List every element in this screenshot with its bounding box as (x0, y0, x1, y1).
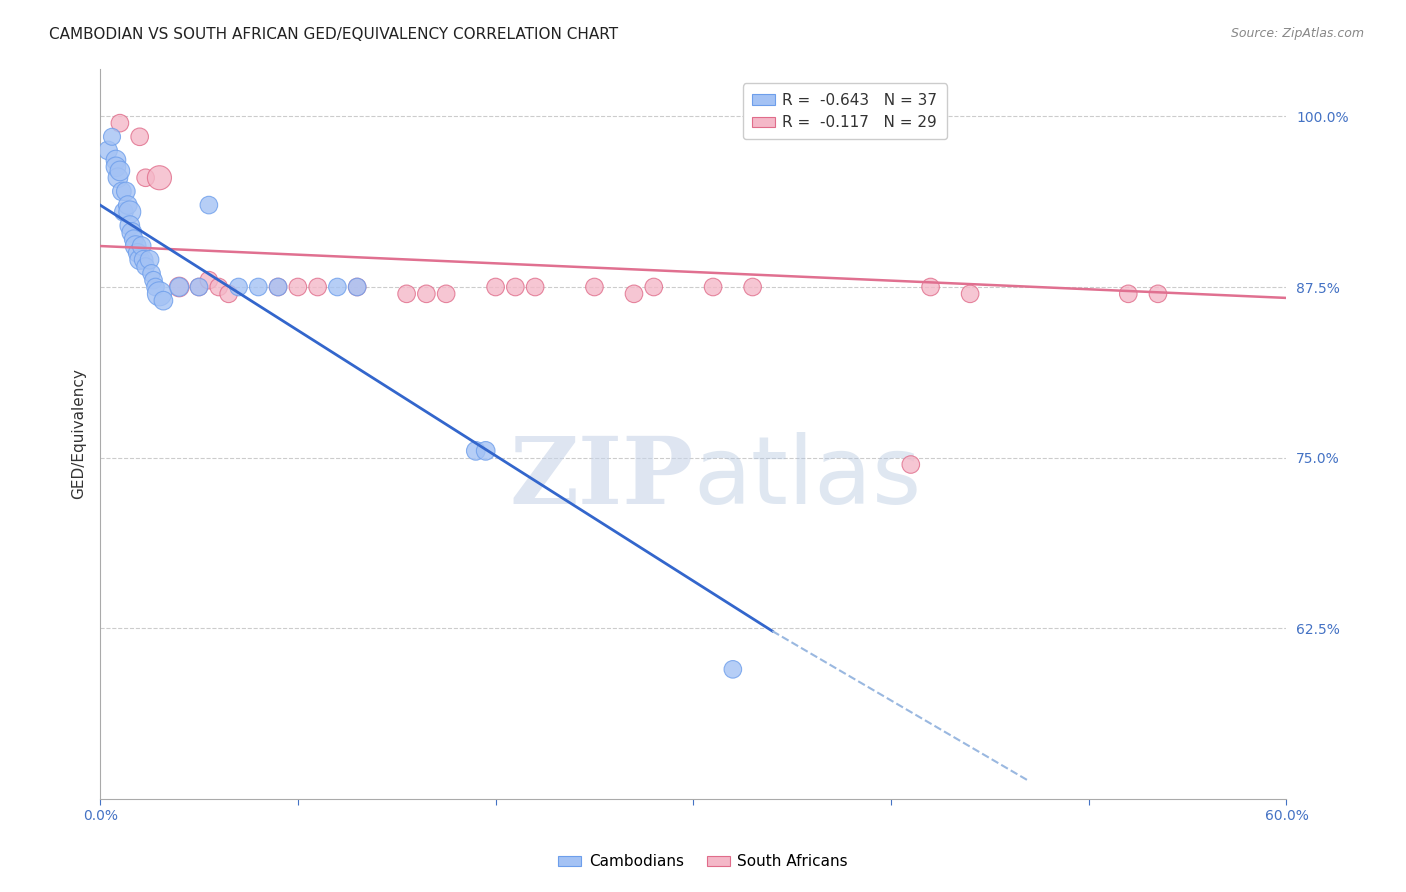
Point (135, 170, 157, 185)
Point (228, 280, 250, 294)
Point (128, 252, 150, 267)
Point (117, 198, 139, 212)
Point (148, 170, 170, 185)
Point (145, 280, 167, 294)
Point (188, 280, 211, 294)
Point (395, 286, 418, 301)
Point (1147, 286, 1170, 301)
Point (741, 280, 763, 294)
Point (125, 239, 148, 253)
Point (127, 245, 149, 260)
Text: ZIP: ZIP (509, 433, 693, 523)
Point (118, 205, 141, 219)
Point (287, 280, 309, 294)
Point (643, 280, 665, 294)
Point (132, 252, 155, 267)
Point (415, 286, 437, 301)
Point (188, 280, 211, 294)
Point (434, 286, 457, 301)
Y-axis label: GED/Equivalency: GED/Equivalency (72, 368, 86, 500)
Legend: R =  -0.643   N = 37, R =  -0.117   N = 29: R = -0.643 N = 37, R = -0.117 N = 29 (742, 84, 946, 139)
Point (167, 280, 190, 294)
Point (524, 280, 547, 294)
Point (138, 252, 160, 267)
Point (307, 280, 329, 294)
Point (131, 239, 153, 253)
Point (148, 286, 170, 301)
Point (101, 129, 124, 144)
Text: Source: ZipAtlas.com: Source: ZipAtlas.com (1230, 27, 1364, 40)
Point (135, 260, 157, 274)
Point (112, 205, 135, 219)
Point (464, 443, 486, 458)
Point (111, 185, 134, 199)
Point (583, 280, 606, 294)
Legend: Cambodians, South Africans: Cambodians, South Africans (553, 848, 853, 875)
Point (484, 280, 506, 294)
Point (474, 443, 496, 458)
Point (104, 153, 127, 167)
Point (141, 266, 163, 280)
Point (118, 219, 141, 233)
Point (623, 286, 645, 301)
Point (121, 226, 143, 240)
Point (104, 160, 127, 174)
Point (1116, 286, 1139, 301)
Point (128, 129, 150, 144)
Point (267, 280, 290, 294)
Point (152, 293, 174, 308)
Point (247, 280, 270, 294)
Point (114, 185, 136, 199)
Point (198, 273, 221, 287)
Point (505, 280, 527, 294)
Point (198, 198, 221, 212)
Point (107, 170, 129, 185)
Point (97, 144, 120, 158)
Point (122, 232, 145, 246)
Text: atlas: atlas (693, 432, 921, 524)
Point (346, 280, 368, 294)
Point (326, 280, 349, 294)
Point (920, 280, 942, 294)
Point (218, 286, 240, 301)
Text: CAMBODIAN VS SOUTH AFRICAN GED/EQUIVALENCY CORRELATION CHART: CAMBODIAN VS SOUTH AFRICAN GED/EQUIVALEN… (49, 27, 619, 42)
Point (108, 116, 131, 130)
Point (267, 280, 290, 294)
Point (108, 164, 131, 178)
Point (702, 280, 724, 294)
Point (959, 286, 981, 301)
Point (142, 273, 165, 287)
Point (721, 662, 744, 676)
Point (208, 280, 231, 294)
Point (346, 280, 368, 294)
Point (900, 458, 922, 472)
Point (167, 280, 190, 294)
